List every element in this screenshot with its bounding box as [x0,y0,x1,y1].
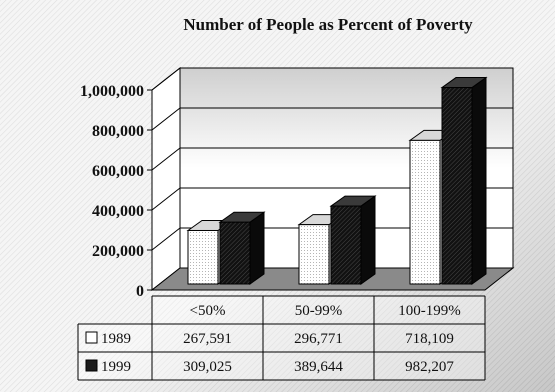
gridline-side [151,67,181,91]
legend-label: 1999 [101,359,131,375]
data-label: 296,771 [294,331,343,347]
y-tick-label: 0 [136,283,144,300]
data-label: 982,207 [405,359,454,375]
legend-label: 1989 [101,331,131,347]
bar [298,224,330,285]
bar-side [360,195,376,285]
data-label: 389,644 [294,359,343,375]
x-tick-label: 50-99% [295,303,343,319]
y-tick-label: 400,000 [92,203,144,220]
chart-title: Number of People as Percent of Poverty [183,15,473,34]
legend-swatch [85,359,98,372]
data-table: <50% 50-99% 100-199% 1989 267,591 296,771 718,… [77,295,486,381]
y-axis: 0 200,000 400,000 600,000 800,000 1,000,000 [80,83,153,300]
bar [441,87,473,285]
gridline-side [151,187,181,211]
bar-side [249,211,265,285]
y-tick-label: 800,000 [92,123,144,140]
bar [409,139,441,285]
x-tick-label: <50% [190,303,226,319]
gridline-side [151,147,181,171]
bar [187,229,219,285]
bar-side [471,76,487,285]
gridline-side [151,227,181,251]
bar [330,205,362,285]
bars [186,76,488,285]
gridline-side [151,107,181,131]
table-fill [152,296,485,380]
side-wall [151,66,181,292]
bar [219,221,251,285]
y-tick-label: 1,000,000 [80,83,144,100]
y-tick-label: 600,000 [92,163,144,180]
x-tick-label: 100-199% [398,303,461,319]
data-label: 309,025 [183,359,232,375]
y-tick-label: 200,000 [92,243,144,260]
legend-swatch [85,331,98,344]
data-label: 718,109 [405,331,454,347]
data-label: 267,591 [183,331,232,347]
